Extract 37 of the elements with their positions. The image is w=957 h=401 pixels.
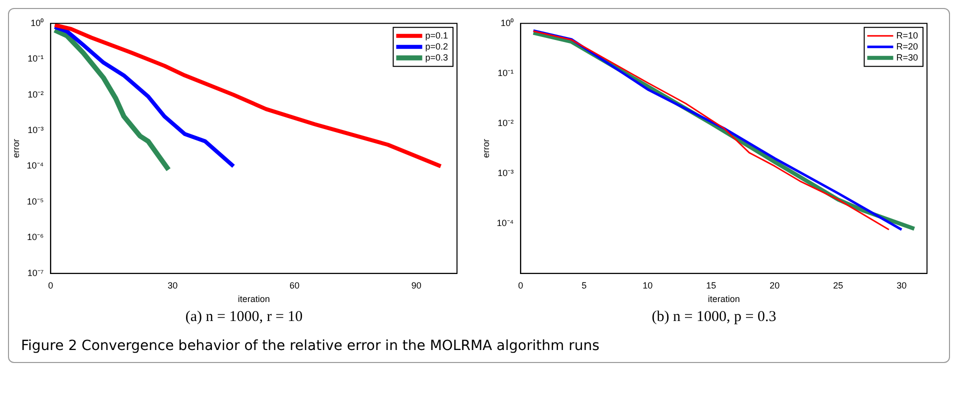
y-tick-label: 10⁻² xyxy=(498,118,514,128)
x-tick-label: 15 xyxy=(706,280,716,290)
x-tick-label: 20 xyxy=(770,280,780,290)
y-tick-label: 10⁻⁴ xyxy=(26,160,44,171)
y-tick-label: 10⁻³ xyxy=(28,125,44,136)
x-tick-label: 10 xyxy=(642,280,653,290)
legend-label: R=30 xyxy=(896,52,918,62)
legend-label: p=0.2 xyxy=(425,41,448,52)
y-tick-label: 10⁻⁵ xyxy=(26,196,44,206)
legend-label: R=10 xyxy=(896,30,918,40)
legend-label: p=0.1 xyxy=(425,30,448,40)
x-tick-label: 30 xyxy=(168,280,178,290)
y-tick-label: 10⁻⁴ xyxy=(496,218,514,228)
x-tick-label: 0 xyxy=(48,280,54,290)
y-tick-label: 10⁰ xyxy=(500,18,514,28)
y-tick-label: 10⁰ xyxy=(30,18,44,28)
y-tick-label: 10⁻¹ xyxy=(28,54,44,64)
y-tick-label: 10⁻¹ xyxy=(498,68,514,78)
text: (b) n = 1000, p = 0.3 xyxy=(650,309,778,326)
y-axis-title: error xyxy=(480,138,491,158)
y-tick-label: 10⁻³ xyxy=(498,168,514,178)
caption: Figure 2 Convergence behavior of the relative error in the MOLRMA algorithm runs xyxy=(20,338,600,354)
x-tick-label: 30 xyxy=(896,280,907,290)
x-tick-label: 25 xyxy=(833,280,844,290)
legend-label: R=20 xyxy=(896,41,918,52)
y-axis-title: error xyxy=(10,138,21,158)
x-tick-label: 5 xyxy=(582,280,587,290)
x-axis-title: iteration xyxy=(708,294,740,304)
legend-label: p=0.3 xyxy=(425,52,448,62)
x-axis-title: iteration xyxy=(238,294,270,304)
text: (a) n = 1000, r = 10 xyxy=(184,309,304,326)
x-tick-label: 90 xyxy=(411,280,422,290)
x-tick-label: 0 xyxy=(518,280,524,290)
y-tick-label: 10⁻⁷ xyxy=(27,268,44,278)
y-tick-label: 10⁻⁶ xyxy=(26,232,44,242)
x-tick-label: 60 xyxy=(289,280,300,290)
y-tick-label: 10⁻² xyxy=(28,89,44,100)
